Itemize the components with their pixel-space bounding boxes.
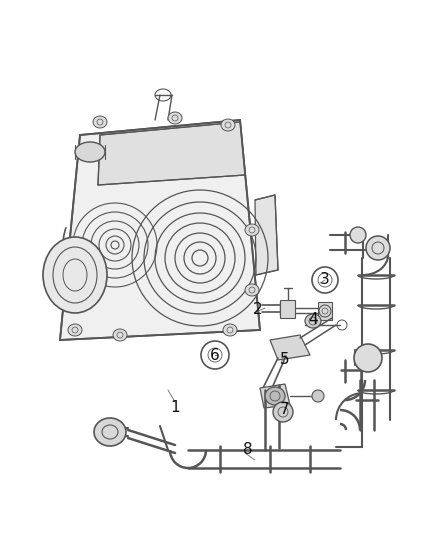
Polygon shape <box>255 195 278 275</box>
Ellipse shape <box>113 329 127 341</box>
Ellipse shape <box>223 324 237 336</box>
Ellipse shape <box>265 387 285 405</box>
Ellipse shape <box>68 324 82 336</box>
Ellipse shape <box>366 236 390 260</box>
Ellipse shape <box>94 418 126 446</box>
Text: 5: 5 <box>280 352 290 367</box>
Text: 1: 1 <box>170 400 180 416</box>
Ellipse shape <box>245 284 259 296</box>
Polygon shape <box>318 302 332 320</box>
Text: 8: 8 <box>243 442 253 457</box>
Text: 3: 3 <box>320 272 330 287</box>
Ellipse shape <box>354 344 382 372</box>
Polygon shape <box>260 384 290 408</box>
Ellipse shape <box>93 116 107 128</box>
Polygon shape <box>280 300 295 318</box>
Ellipse shape <box>43 237 107 313</box>
Polygon shape <box>270 335 310 360</box>
Ellipse shape <box>75 142 105 162</box>
Text: 7: 7 <box>280 402 290 417</box>
Ellipse shape <box>273 402 293 422</box>
Ellipse shape <box>245 224 259 236</box>
Ellipse shape <box>305 314 321 328</box>
Ellipse shape <box>350 227 366 243</box>
Polygon shape <box>98 122 245 185</box>
Text: 2: 2 <box>253 303 263 318</box>
Ellipse shape <box>312 390 324 402</box>
Ellipse shape <box>168 112 182 124</box>
Ellipse shape <box>221 119 235 131</box>
Text: 4: 4 <box>308 312 318 327</box>
Polygon shape <box>60 120 260 340</box>
Text: 6: 6 <box>210 348 220 362</box>
